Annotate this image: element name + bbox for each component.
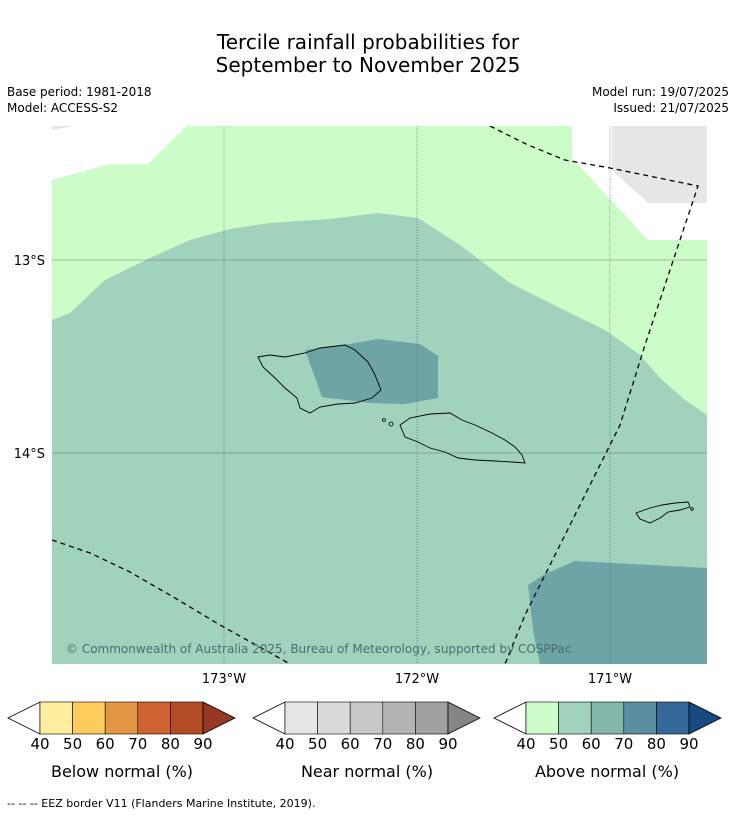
model-name: Model: ACCESS-S2 — [7, 101, 119, 115]
lon-label-172w: 172°W — [395, 672, 439, 687]
colorbar-tick-label: 80 — [406, 735, 425, 753]
above-normal-sliver — [52, 126, 75, 130]
colorbar-tick-label: 90 — [193, 735, 212, 753]
colorbar-lower-extension — [7, 701, 41, 735]
colorbar-segment — [558, 701, 592, 735]
meta-right: Model run: 19/07/2025 Issued: 21/07/2025 — [592, 84, 729, 116]
colorbar-tick-label: 70 — [614, 735, 633, 753]
colorbar-tick-label: 40 — [275, 735, 294, 753]
colorbar-tick-label: 50 — [308, 735, 327, 753]
colorbar-near-normal: 40 50 60 70 80 90 — [252, 701, 481, 753]
colorbar-segment — [104, 701, 139, 735]
colorbar-upper-extension — [202, 701, 236, 735]
tutuila-island — [635, 501, 691, 524]
meta-left: Base period: 1981-2018 Model: ACCESS-S2 — [7, 84, 152, 116]
colorbar-group: 40 50 60 70 80 90 40 50 60 70 80 90 40 50 60 70 80 90 — [7, 701, 722, 753]
manono-islet — [382, 418, 386, 422]
colorbar-segment — [382, 701, 416, 735]
colorbar-segment — [525, 701, 559, 735]
colorbar-tick-label: 50 — [549, 735, 568, 753]
lon-label-171w: 171°W — [588, 672, 632, 687]
colorbar-segment — [656, 701, 690, 735]
colorbar-segment — [137, 701, 171, 735]
colorbar-lower-extension — [493, 701, 527, 735]
colorbar-segment — [590, 701, 625, 735]
colorbar-lower-extension — [252, 701, 286, 735]
eez-border — [52, 126, 699, 664]
colorbar-tick-label: 90 — [679, 735, 698, 753]
colorbar-tick-label: 90 — [438, 735, 457, 753]
colorbar-tick-label: 50 — [63, 735, 82, 753]
graticule — [223, 126, 611, 664]
title-line-1: Tercile rainfall probabilities for — [216, 30, 520, 54]
colorbar-tick-label: 60 — [582, 735, 601, 753]
above-normal-60-70-samoa — [305, 339, 438, 404]
colorbar-segment — [284, 701, 318, 735]
colorbar-tick-label: 40 — [516, 735, 535, 753]
colorbar-below-normal: 40 50 60 70 80 90 — [7, 701, 236, 753]
near-normal-label: Near normal (%) — [300, 762, 434, 781]
base-period: Base period: 1981-2018 — [7, 85, 152, 99]
colorbar-segment — [170, 701, 204, 735]
map-title: Tercile rainfall probabilities for Septe… — [0, 31, 736, 77]
issued-date: Issued: 21/07/2025 — [613, 101, 729, 115]
colorbar-tick-label: 80 — [161, 735, 180, 753]
near-normal-region — [612, 126, 707, 203]
colorbar-above-normal: 40 50 60 70 80 90 — [493, 701, 722, 753]
colorbar-segment — [72, 701, 106, 735]
above-normal-50-60-region — [52, 213, 707, 664]
eez-legend-note: -- -- -- EEZ border V11 (Flanders Marine… — [7, 797, 316, 810]
colorbar-tick-label: 80 — [647, 735, 666, 753]
savaii-island — [257, 344, 382, 414]
model-run: Model run: 19/07/2025 — [591, 85, 729, 99]
apolima-islet — [388, 421, 394, 427]
colorbar-tick-label: 70 — [373, 735, 392, 753]
upolu-island — [399, 412, 526, 464]
colorbar-upper-extension — [688, 701, 722, 735]
copyright-notice: © Commonwealth of Australia 2025, Bureau… — [66, 642, 571, 656]
colorbar-segment — [623, 701, 657, 735]
colorbar-segment — [349, 701, 384, 735]
colorbar-segment — [415, 701, 449, 735]
above-normal-60-70-southeast — [528, 561, 707, 664]
title-line-2: September to November 2025 — [215, 53, 521, 77]
below-normal-label: Below normal (%) — [50, 762, 194, 781]
map-panel: 13°S 14°S 173°W 172°W 171°W © Commonweal… — [14, 126, 707, 687]
colorbar-tick-label: 60 — [96, 735, 115, 753]
colorbar-tick-label: 60 — [341, 735, 360, 753]
colorbar-segment — [317, 701, 351, 735]
colorbar-upper-extension — [447, 701, 481, 735]
lat-label-14s: 14°S — [14, 447, 45, 462]
lat-label-13s: 13°S — [14, 254, 45, 269]
aunuu-islet — [690, 507, 694, 511]
latitude-lines — [52, 259, 707, 454]
colorbar-segment — [39, 701, 73, 735]
above-normal-label: Above normal (%) — [534, 762, 680, 781]
colorbar-tick-label: 70 — [128, 735, 147, 753]
lon-label-173w: 173°W — [202, 672, 246, 687]
colorbar-tick-label: 40 — [30, 735, 49, 753]
